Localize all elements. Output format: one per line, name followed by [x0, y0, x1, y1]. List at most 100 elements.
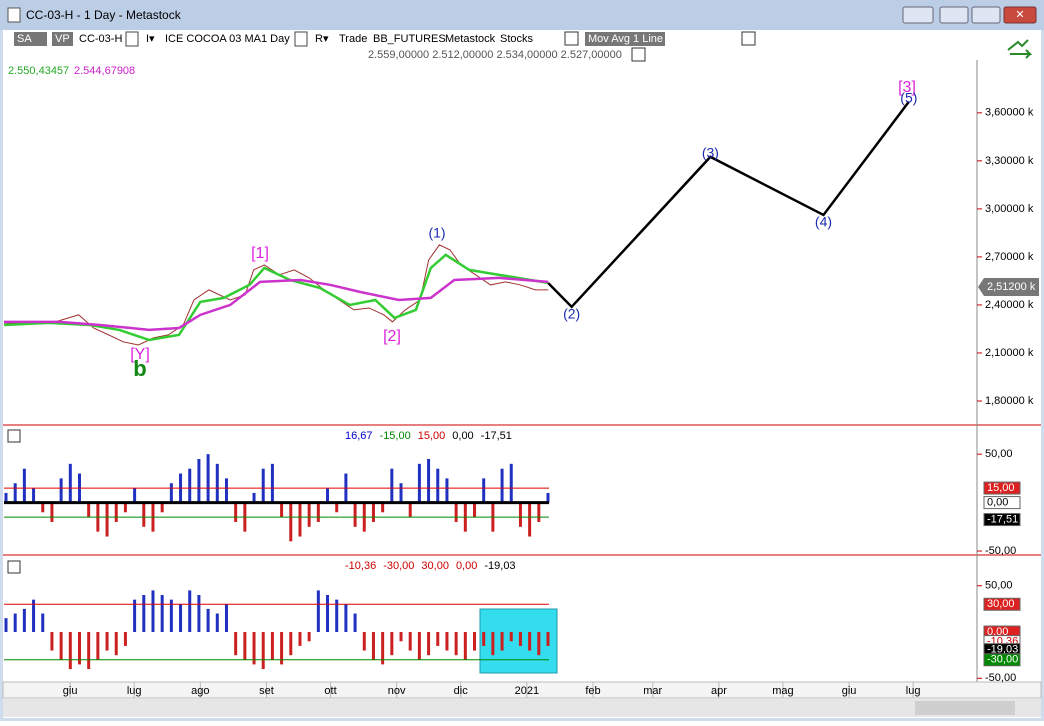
- histogram-bar: [528, 632, 532, 651]
- x-tick-label: 2021: [515, 685, 539, 697]
- histogram-bar: [133, 599, 137, 633]
- histogram-bar: [261, 468, 265, 503]
- source: Metastock: [445, 33, 496, 45]
- histogram-bar: [234, 502, 238, 522]
- symbol[interactable]: CC-03-H: [79, 33, 122, 45]
- histogram-bar: [335, 599, 339, 633]
- value-box-label: 30,00: [987, 598, 1015, 610]
- histogram-bar: [32, 599, 36, 633]
- histogram-bar: [13, 483, 17, 503]
- value-box: [983, 597, 1021, 611]
- histogram-bar: [500, 468, 504, 503]
- x-tick-label: feb: [585, 685, 600, 697]
- symbol-dropdown[interactable]: [125, 31, 139, 47]
- vp-label: VP: [55, 33, 70, 45]
- histogram-bar: [41, 502, 45, 513]
- histogram-bar: [298, 502, 302, 537]
- close-indicator-button[interactable]: [741, 31, 756, 46]
- histogram-bar: [316, 502, 320, 522]
- histogram-bar: [307, 502, 311, 527]
- histogram-bar: [353, 613, 357, 633]
- scrollbar[interactable]: [3, 699, 1041, 717]
- histogram-bar: [68, 632, 72, 670]
- histogram-bar: [528, 502, 532, 537]
- wave-label: (2): [563, 306, 580, 322]
- histogram-bar: [224, 604, 228, 633]
- indicator-value: 16,67: [345, 430, 373, 442]
- period-dropdown[interactable]: [294, 31, 308, 47]
- histogram-bar: [326, 595, 330, 633]
- histogram-bar: [96, 632, 100, 660]
- value-box-label: -30,00: [987, 654, 1018, 666]
- histogram-bar: [381, 502, 385, 513]
- y-tick-label: 50,00: [985, 580, 1013, 592]
- histogram-bar: [188, 590, 192, 633]
- histogram-bar: [206, 608, 210, 633]
- maximize-button[interactable]: [971, 6, 1001, 24]
- histogram-bar: [518, 502, 522, 527]
- histogram-bar: [133, 488, 137, 503]
- price-flag: [978, 278, 1039, 297]
- histogram-bar: [390, 468, 394, 503]
- histogram-bar: [87, 502, 91, 518]
- toolbar-icon[interactable]: [1007, 39, 1033, 59]
- close-button[interactable]: [1003, 6, 1037, 24]
- histogram-bar: [546, 632, 550, 646]
- indicator-value: -15,00: [380, 430, 411, 442]
- x-axis-bar: [2, 681, 1042, 699]
- indicator-value: -17,51: [481, 430, 512, 442]
- close-ohlc-button[interactable]: [631, 47, 646, 62]
- y-tick-label: 3,60000 k: [985, 107, 1034, 119]
- histogram-bar: [261, 632, 265, 670]
- x-tick-label: nov: [388, 685, 406, 697]
- restore-all-button[interactable]: [902, 6, 934, 24]
- indicator-button[interactable]: [585, 32, 665, 46]
- histogram-bar: [473, 502, 477, 518]
- minimize-button[interactable]: [939, 6, 969, 24]
- close-pane-button[interactable]: [7, 429, 21, 443]
- vp-button[interactable]: [52, 32, 73, 46]
- sa-label: SA: [17, 33, 32, 45]
- histogram-bar: [371, 632, 375, 660]
- close-series-button[interactable]: [564, 31, 579, 46]
- indicator-value: 0,00: [456, 560, 477, 572]
- period[interactable]: 1 Day: [261, 33, 290, 45]
- app-icon: [7, 7, 21, 23]
- histogram-bar: [427, 632, 431, 656]
- histogram-bar: [123, 632, 127, 646]
- window-title: CC-03-H - 1 Day - Metastock: [26, 8, 182, 22]
- histogram-bar: [13, 613, 17, 633]
- histogram-bar: [22, 468, 26, 503]
- kind: Stocks: [500, 33, 534, 45]
- histogram-bar: [362, 632, 366, 651]
- histogram-bar: [417, 632, 421, 660]
- histogram-bar: [215, 613, 219, 633]
- histogram-bar: [4, 492, 8, 503]
- value-box: [983, 653, 1021, 667]
- histogram-bar: [50, 632, 54, 651]
- histogram-bar: [169, 483, 173, 503]
- y-tick-label: 2,70000 k: [985, 251, 1034, 263]
- wave-label: (5): [900, 89, 917, 105]
- close-pane-button[interactable]: [7, 560, 21, 574]
- histogram-bar: [142, 502, 146, 527]
- x-tick-label: giu: [63, 685, 78, 697]
- histogram-bar: [197, 459, 201, 503]
- wave-label: (1): [428, 225, 445, 241]
- histogram-bar: [298, 632, 302, 646]
- value-box-label: -19,03: [987, 644, 1018, 656]
- x-tick-label: lug: [127, 685, 142, 697]
- histogram-bar: [316, 590, 320, 633]
- histogram-bar: [491, 632, 495, 656]
- histogram-bar: [105, 502, 109, 537]
- histogram-bar: [509, 463, 513, 503]
- histogram-bar: [160, 595, 164, 633]
- indicator-value: -10,36: [345, 560, 376, 572]
- sa-button[interactable]: [14, 32, 47, 46]
- histogram-bar: [371, 502, 375, 522]
- i-button[interactable]: I▾: [146, 33, 155, 45]
- histogram-bar: [215, 463, 219, 503]
- r-button[interactable]: R▾: [315, 33, 329, 45]
- scroll-thumb[interactable]: [915, 701, 1015, 715]
